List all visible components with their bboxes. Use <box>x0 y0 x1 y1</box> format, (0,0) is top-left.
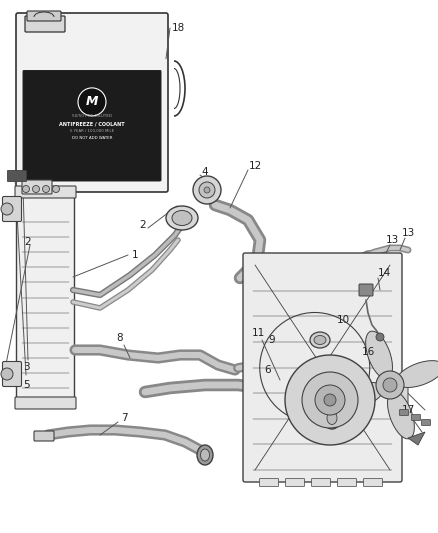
Text: 12: 12 <box>248 161 261 171</box>
Text: 7: 7 <box>121 413 127 423</box>
Text: 6: 6 <box>265 365 271 375</box>
Text: ANTIFREEZE / COOLANT: ANTIFREEZE / COOLANT <box>59 122 125 127</box>
FancyBboxPatch shape <box>3 197 21 222</box>
FancyBboxPatch shape <box>259 479 279 487</box>
Text: M: M <box>86 95 98 108</box>
FancyBboxPatch shape <box>25 16 65 32</box>
Ellipse shape <box>201 449 209 461</box>
Ellipse shape <box>314 335 326 344</box>
FancyBboxPatch shape <box>22 180 52 194</box>
Ellipse shape <box>172 211 192 225</box>
Text: 8: 8 <box>117 333 124 343</box>
FancyBboxPatch shape <box>243 253 402 482</box>
FancyBboxPatch shape <box>23 70 161 181</box>
Circle shape <box>53 185 60 192</box>
FancyBboxPatch shape <box>399 409 409 416</box>
FancyBboxPatch shape <box>15 186 76 198</box>
FancyBboxPatch shape <box>411 415 420 421</box>
FancyBboxPatch shape <box>311 479 331 487</box>
Text: 15: 15 <box>306 428 320 438</box>
Text: 1: 1 <box>132 250 138 260</box>
Circle shape <box>204 187 210 193</box>
FancyBboxPatch shape <box>364 479 382 487</box>
FancyBboxPatch shape <box>3 361 21 386</box>
Ellipse shape <box>327 411 337 424</box>
Text: 16: 16 <box>361 347 374 357</box>
Circle shape <box>42 185 49 192</box>
Text: 5: 5 <box>23 380 29 390</box>
Text: DO NOT ADD WATER: DO NOT ADD WATER <box>72 136 112 140</box>
Text: 10: 10 <box>336 315 350 325</box>
Circle shape <box>315 385 345 415</box>
FancyBboxPatch shape <box>27 11 61 21</box>
Circle shape <box>285 355 375 445</box>
FancyBboxPatch shape <box>15 397 76 409</box>
Text: 5 YEAR / 100,000 MILE: 5 YEAR / 100,000 MILE <box>70 130 114 133</box>
Text: 4: 4 <box>201 167 208 177</box>
Circle shape <box>1 203 13 215</box>
Ellipse shape <box>310 332 330 348</box>
Circle shape <box>1 368 13 380</box>
Text: 11: 11 <box>251 328 265 338</box>
FancyBboxPatch shape <box>394 376 408 414</box>
Circle shape <box>383 378 397 392</box>
Circle shape <box>32 185 39 192</box>
FancyBboxPatch shape <box>16 13 168 192</box>
Text: 17: 17 <box>401 405 415 415</box>
Circle shape <box>302 372 358 428</box>
Ellipse shape <box>388 391 414 439</box>
Text: 14: 14 <box>378 268 391 278</box>
Text: 9: 9 <box>268 335 276 345</box>
Ellipse shape <box>366 331 392 379</box>
Ellipse shape <box>197 445 213 465</box>
Ellipse shape <box>323 407 341 429</box>
Polygon shape <box>408 432 425 445</box>
Circle shape <box>78 88 106 116</box>
Text: 18: 18 <box>171 23 185 33</box>
Circle shape <box>22 185 29 192</box>
FancyBboxPatch shape <box>359 284 373 296</box>
Text: 13: 13 <box>385 235 399 245</box>
Circle shape <box>324 394 336 406</box>
Text: 13: 13 <box>401 228 415 238</box>
Ellipse shape <box>166 206 198 230</box>
Ellipse shape <box>396 361 438 387</box>
Circle shape <box>193 176 221 204</box>
Circle shape <box>376 333 384 341</box>
Text: 3: 3 <box>23 362 29 372</box>
Circle shape <box>376 371 404 399</box>
FancyBboxPatch shape <box>338 479 357 487</box>
FancyBboxPatch shape <box>17 193 74 401</box>
Text: 50/50 PRE-DILUTED: 50/50 PRE-DILUTED <box>72 115 112 118</box>
Ellipse shape <box>336 383 384 409</box>
FancyBboxPatch shape <box>286 479 304 487</box>
Circle shape <box>199 182 215 198</box>
FancyBboxPatch shape <box>34 431 54 441</box>
FancyBboxPatch shape <box>7 171 27 182</box>
FancyBboxPatch shape <box>421 419 431 425</box>
Text: 2: 2 <box>25 237 31 247</box>
Text: 2: 2 <box>140 220 146 230</box>
